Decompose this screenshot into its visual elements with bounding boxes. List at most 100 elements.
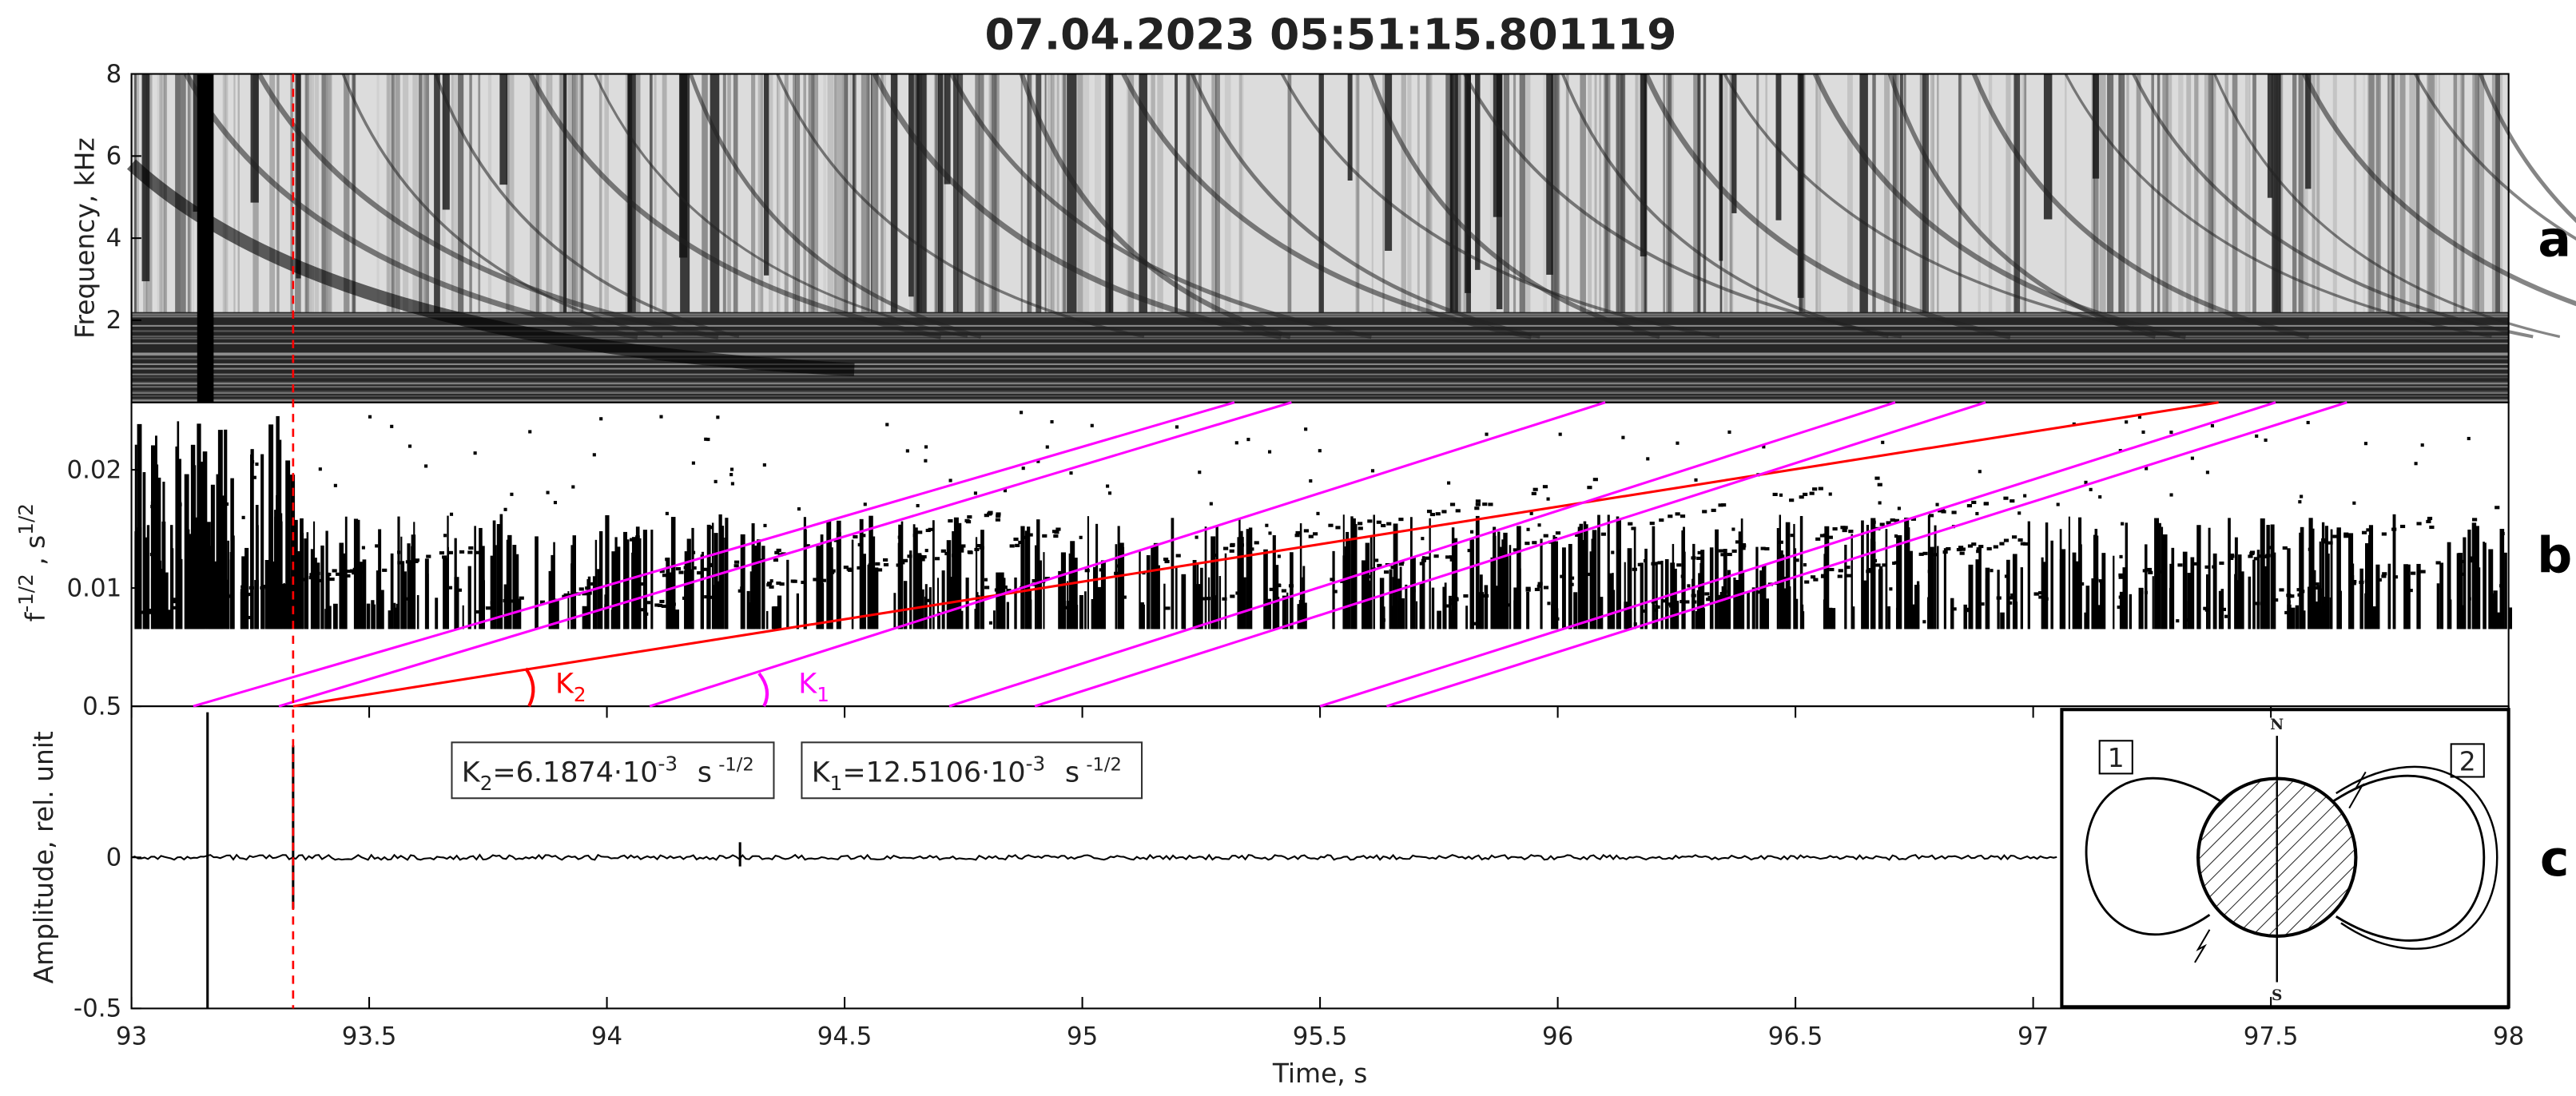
texture bbox=[2415, 73, 2420, 403]
texture bbox=[1993, 545, 1998, 549]
texture bbox=[485, 606, 491, 610]
texture bbox=[2169, 493, 2173, 497]
inset-label: S bbox=[2272, 987, 2282, 1004]
texture bbox=[598, 73, 602, 334]
texture bbox=[1405, 584, 1408, 629]
texture bbox=[1190, 73, 1540, 339]
texture bbox=[150, 505, 154, 509]
texture bbox=[704, 595, 708, 599]
texture bbox=[221, 495, 225, 629]
texture bbox=[645, 612, 649, 616]
texture bbox=[1978, 470, 1982, 474]
inset-label: N bbox=[2270, 717, 2284, 733]
texture bbox=[1106, 484, 1110, 488]
texture bbox=[606, 525, 609, 629]
texture bbox=[586, 591, 592, 595]
texture bbox=[769, 73, 773, 375]
texture bbox=[756, 539, 761, 629]
text-part: s bbox=[1065, 757, 1079, 789]
texture bbox=[948, 611, 952, 615]
texture bbox=[304, 538, 308, 629]
texture bbox=[959, 546, 964, 550]
texture bbox=[2322, 540, 2328, 544]
texture bbox=[1976, 600, 1982, 604]
texture bbox=[638, 582, 644, 586]
texture bbox=[2435, 561, 2441, 565]
texture bbox=[312, 558, 317, 629]
texture bbox=[721, 526, 725, 629]
texture bbox=[2460, 73, 2465, 388]
texture bbox=[1263, 549, 1268, 629]
texture bbox=[1443, 604, 1449, 608]
texture bbox=[2177, 563, 2183, 567]
texture bbox=[851, 539, 854, 629]
texture bbox=[352, 571, 357, 575]
label-sup: -1/2 bbox=[14, 574, 38, 613]
texture bbox=[1047, 73, 1051, 387]
texture bbox=[281, 584, 287, 629]
texture bbox=[793, 73, 796, 324]
texture bbox=[1790, 534, 1794, 538]
texture bbox=[1426, 510, 1433, 514]
texture bbox=[592, 576, 597, 629]
texture bbox=[1897, 535, 1902, 629]
texture bbox=[1482, 502, 1488, 506]
texture bbox=[2220, 589, 2224, 629]
texture bbox=[2157, 522, 2161, 629]
texture bbox=[539, 73, 542, 350]
texture bbox=[1366, 574, 1372, 578]
texture bbox=[1299, 523, 1302, 629]
texture bbox=[1151, 546, 1155, 629]
texture bbox=[1628, 610, 1632, 629]
texture bbox=[468, 546, 474, 550]
texture bbox=[183, 72, 638, 340]
texture bbox=[1248, 527, 1253, 629]
texture bbox=[1054, 530, 1059, 534]
texture bbox=[1851, 534, 1853, 629]
texture bbox=[1842, 529, 1847, 533]
texture bbox=[1268, 531, 1272, 535]
texture bbox=[861, 554, 866, 629]
texture bbox=[226, 579, 229, 629]
texture bbox=[1800, 611, 1805, 629]
angle-subscript: 2 bbox=[574, 683, 586, 706]
texture bbox=[2316, 585, 2322, 589]
texture bbox=[1230, 542, 1235, 546]
texture bbox=[803, 73, 807, 387]
texture bbox=[1897, 506, 1901, 510]
texture bbox=[1274, 597, 1280, 629]
texture bbox=[1140, 602, 1144, 629]
trend-line bbox=[292, 401, 2219, 708]
texture bbox=[1099, 568, 1104, 572]
texture bbox=[1272, 535, 1276, 629]
texture bbox=[727, 73, 731, 351]
texture bbox=[1824, 526, 1830, 629]
texture bbox=[866, 73, 871, 385]
texture bbox=[1892, 73, 1899, 363]
texture bbox=[1735, 540, 1739, 544]
texture bbox=[1127, 73, 1135, 322]
texture bbox=[2045, 522, 2049, 629]
texture bbox=[479, 527, 483, 629]
texture bbox=[1624, 602, 1628, 629]
texture bbox=[1409, 517, 1413, 629]
texture bbox=[217, 592, 223, 596]
texture bbox=[496, 523, 502, 629]
texture bbox=[996, 572, 1000, 629]
texture bbox=[1941, 510, 1946, 514]
y-tick-label: 0.02 bbox=[67, 455, 122, 484]
texture bbox=[1529, 511, 1533, 515]
texture bbox=[2187, 617, 2191, 622]
texture bbox=[1036, 73, 1042, 385]
texture bbox=[1845, 566, 1851, 570]
texture bbox=[1175, 425, 1179, 429]
texture bbox=[697, 571, 702, 575]
texture bbox=[1488, 502, 1493, 506]
texture bbox=[680, 73, 690, 336]
texture bbox=[1804, 580, 1810, 584]
texture bbox=[1163, 558, 1169, 562]
texture bbox=[1032, 578, 1037, 583]
texture bbox=[2300, 494, 2304, 498]
texture bbox=[2287, 548, 2291, 629]
texture bbox=[2129, 594, 2133, 629]
